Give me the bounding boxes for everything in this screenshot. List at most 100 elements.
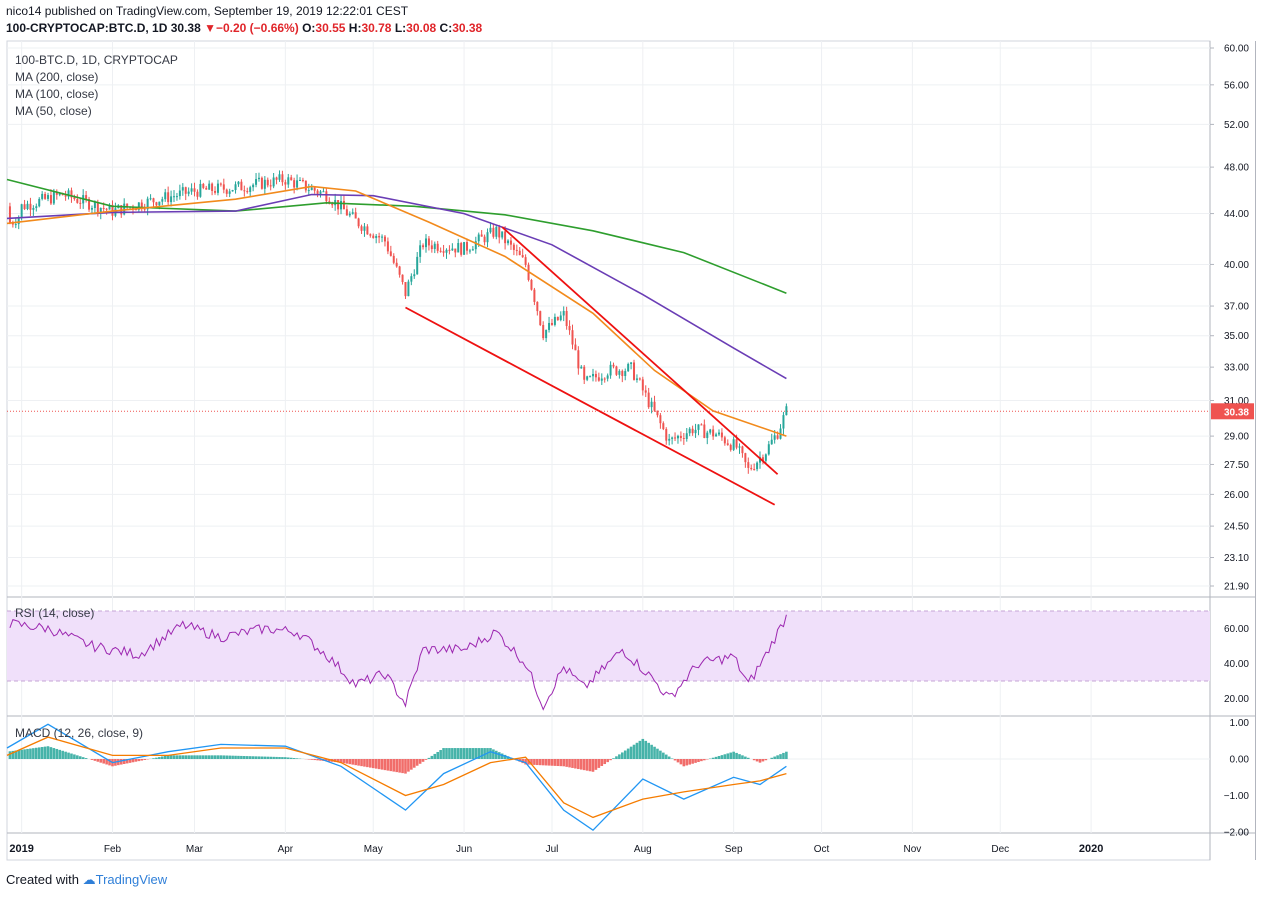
macd-histogram-bar — [254, 756, 258, 759]
candle-body — [744, 453, 747, 463]
candle-body — [606, 375, 609, 379]
candle-body — [243, 190, 246, 192]
macd-histogram-bar — [726, 753, 730, 759]
macd-histogram-bar — [618, 754, 621, 759]
time-axis-label: Dec — [991, 844, 1009, 855]
candle-body — [293, 180, 296, 188]
macd-histogram-bar — [714, 756, 718, 759]
macd-histogram-bar — [412, 759, 416, 768]
macd-histogram-bar — [269, 756, 272, 759]
macd-histogram-bar — [723, 754, 727, 759]
macd-histogram-bar — [603, 759, 607, 765]
macd-histogram-bar — [459, 748, 463, 759]
candle-body — [331, 203, 334, 206]
macd-label[interactable]: MACD (12, 26, close, 9) — [15, 726, 144, 740]
macd-histogram-bar — [389, 759, 393, 772]
candle-body — [23, 204, 26, 210]
macd-histogram-bar — [319, 759, 322, 761]
macd-histogram-bar — [169, 755, 173, 759]
macd-histogram-bar — [641, 738, 645, 759]
candle-body — [357, 218, 360, 227]
trendline[interactable] — [501, 226, 779, 475]
candle-body — [222, 184, 225, 190]
candle-body — [55, 191, 58, 195]
candle-body — [184, 187, 187, 194]
candle-body — [340, 200, 343, 210]
tradingview-logo-icon[interactable]: ☁ — [82, 872, 96, 887]
candle-body — [272, 177, 275, 187]
candle-body — [782, 415, 785, 429]
macd-histogram-bar — [37, 747, 41, 759]
macd-histogram-bar — [26, 748, 29, 759]
legend-ma200[interactable]: MA (200, close) — [15, 70, 99, 84]
candle-body — [378, 236, 381, 238]
candle-body — [717, 432, 720, 435]
candle-body — [249, 187, 252, 192]
macd-histogram-bar — [278, 757, 281, 759]
macd-histogram-bar — [588, 759, 592, 772]
trendline[interactable] — [405, 306, 776, 506]
macd-histogram-bar — [357, 759, 360, 766]
price-axis-label: 56.00 — [1224, 80, 1249, 91]
candle-body — [337, 200, 340, 210]
candle-body — [275, 177, 278, 180]
macd-histogram-bar — [744, 756, 747, 759]
macd-histogram-bar — [67, 752, 70, 759]
price-axis-label: 27.50 — [1224, 460, 1249, 471]
price-axis-label: 52.00 — [1224, 120, 1249, 131]
candle-body — [193, 188, 196, 192]
legend-series[interactable]: 100-BTC.D, 1D, CRYPTOCAP — [15, 53, 178, 67]
candle-body — [342, 200, 345, 210]
candle-body — [410, 276, 413, 282]
macd-histogram-bar — [401, 759, 404, 774]
macd-histogram-bar — [17, 750, 21, 759]
macd-histogram-bar — [673, 759, 677, 761]
candle-body — [202, 183, 205, 188]
macd-histogram-bar — [556, 759, 560, 767]
symbol-name[interactable]: 100-CRYPTOCAP:BTC.D, 1D — [6, 21, 168, 35]
candle-body — [70, 190, 73, 198]
candle-body — [231, 190, 234, 192]
candle-body — [190, 188, 193, 192]
macd-histogram-bar — [163, 755, 167, 759]
time-axis-label: Jul — [546, 844, 559, 855]
time-axis-label: Nov — [903, 844, 921, 855]
tradingview-brand[interactable]: TradingView — [95, 872, 168, 887]
macd-histogram-bar — [524, 759, 527, 765]
time-axis-label: Jun — [456, 844, 472, 855]
macd-histogram-bar — [451, 748, 454, 759]
macd-histogram-bar — [492, 749, 495, 759]
candle-body — [471, 249, 474, 251]
candle-body — [187, 191, 190, 194]
macd-histogram-bar — [600, 759, 604, 766]
legend-ma50[interactable]: MA (50, close) — [15, 104, 92, 118]
macd-axis-label: −2.00 — [1224, 828, 1250, 839]
candle-body — [196, 191, 199, 197]
legend-ma100[interactable]: MA (100, close) — [15, 87, 99, 101]
candle-body — [325, 191, 328, 202]
candle-body — [260, 177, 263, 189]
macd-histogram-bar — [207, 755, 211, 759]
macd-histogram-bar — [650, 744, 653, 759]
price-axis-label: 29.00 — [1224, 432, 1249, 443]
candle-body — [559, 315, 562, 321]
candle-body — [424, 238, 427, 248]
rsi-label[interactable]: RSI (14, close) — [15, 606, 95, 620]
candle-body — [650, 401, 653, 408]
macd-histogram-bar — [363, 759, 366, 767]
candle-body — [234, 184, 237, 191]
candle-body — [518, 250, 521, 256]
time-axis-label: Apr — [278, 844, 294, 855]
candle-body — [735, 439, 738, 448]
candle-body — [161, 199, 164, 202]
macd-histogram-bar — [371, 759, 375, 769]
macd-histogram-bar — [55, 748, 59, 759]
macd-histogram-bar — [732, 751, 735, 759]
candle-body — [73, 197, 76, 200]
candle-body — [167, 192, 170, 203]
macd-histogram-bar — [295, 758, 299, 759]
macd-histogram-bar — [477, 748, 481, 759]
candle-body — [586, 376, 589, 380]
candle-body — [281, 174, 284, 183]
